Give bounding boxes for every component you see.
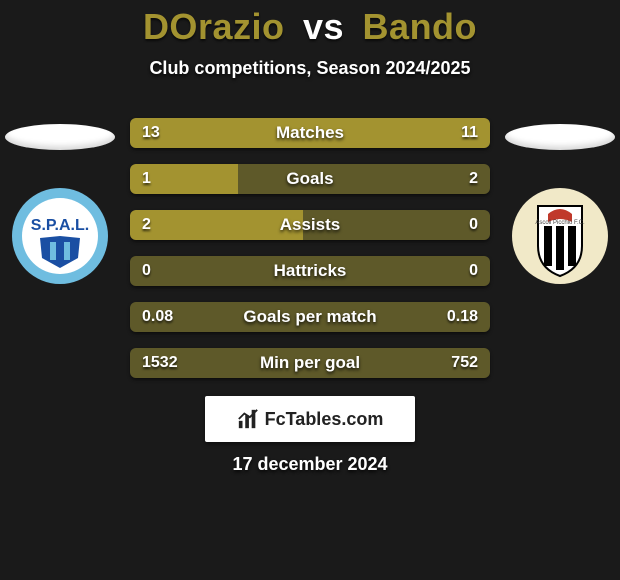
- brand-chart-icon: [237, 408, 259, 430]
- svg-text:Ascoli Picchio F.C.: Ascoli Picchio F.C.: [535, 220, 585, 226]
- stat-row: 1532Min per goal752: [130, 348, 490, 378]
- stat-value-right: 11: [461, 124, 478, 142]
- stats-chart: 13Matches111Goals22Assists00Hattricks00.…: [130, 118, 490, 394]
- comparison-title: DOrazio vs Bando: [0, 0, 620, 48]
- stat-label: Min per goal: [130, 353, 490, 373]
- stat-label: Goals: [130, 169, 490, 189]
- player2-name: Bando: [363, 6, 478, 47]
- svg-text:S.P.A.L.: S.P.A.L.: [31, 217, 89, 234]
- brand-banner: FcTables.com: [205, 396, 415, 442]
- right-shadow-ellipse: [505, 124, 615, 150]
- stat-label: Matches: [130, 123, 490, 143]
- stat-value-right: 0: [469, 216, 478, 234]
- right-team-badge: Ascoli Picchio F.C.: [510, 186, 610, 286]
- left-shadow-ellipse: [5, 124, 115, 150]
- subtitle: Club competitions, Season 2024/2025: [0, 58, 620, 79]
- right-team-column: Ascoli Picchio F.C.: [500, 110, 620, 286]
- stat-row: 13Matches11: [130, 118, 490, 148]
- brand-text: FcTables.com: [265, 409, 384, 430]
- vs-text: vs: [303, 6, 344, 47]
- left-team-column: S.P.A.L.: [0, 110, 120, 286]
- stat-row: 0Hattricks0: [130, 256, 490, 286]
- stat-value-right: 0.18: [447, 308, 478, 326]
- stat-label: Assists: [130, 215, 490, 235]
- stat-label: Hattricks: [130, 261, 490, 281]
- date-text: 17 december 2024: [0, 454, 620, 475]
- stat-value-right: 752: [451, 354, 478, 372]
- stat-label: Goals per match: [130, 307, 490, 327]
- left-team-badge: S.P.A.L.: [10, 186, 110, 286]
- stat-row: 1Goals2: [130, 164, 490, 194]
- player1-name: DOrazio: [143, 6, 285, 47]
- stat-value-right: 2: [469, 170, 478, 188]
- stat-row: 2Assists0: [130, 210, 490, 240]
- stat-value-right: 0: [469, 262, 478, 280]
- stat-row: 0.08Goals per match0.18: [130, 302, 490, 332]
